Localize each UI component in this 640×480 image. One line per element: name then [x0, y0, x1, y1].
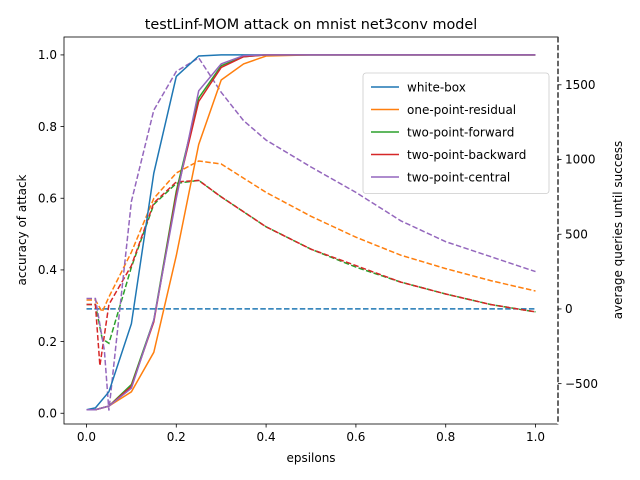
y-right-tick-label: 1500: [565, 78, 596, 92]
legend-label-two-point-backward: two-point-backward: [407, 148, 526, 162]
y-tick-label: 0.2: [38, 335, 57, 349]
x-tick-label: 0.0: [77, 430, 96, 444]
x-tick-label: 0.6: [346, 430, 365, 444]
series-two-point-central-queries-line: [86, 56, 536, 411]
legend-label-two-point-central: two-point-central: [407, 170, 510, 184]
x-tick-label: 1.0: [526, 430, 545, 444]
y-axis-left: 0.0 0.2 0.4 0.6 0.8 1.0: [38, 48, 64, 420]
y-tick-label: 0.0: [38, 406, 57, 420]
y-right-tick-label: −500: [565, 377, 598, 391]
x-tick-label: 0.2: [167, 430, 186, 444]
x-axis-title: epsilons: [286, 451, 335, 465]
legend: white-box one-point-residual two-point-for…: [362, 72, 550, 194]
x-axis: 0.0 0.2 0.4 0.6 0.8 1.0: [77, 424, 545, 444]
series-two-point-central-accuracy-line: [86, 54, 536, 411]
y-right-tick-label: 500: [565, 227, 588, 241]
x-tick-label: 0.4: [257, 430, 276, 444]
y-tick-label: 0.4: [38, 263, 57, 277]
y-tick-label: 0.8: [38, 120, 57, 134]
y-axis-title: accuracy of attack: [15, 174, 29, 285]
legend-label-two-point-forward: two-point-forward: [407, 125, 514, 139]
chart-title: testLinf-MOM attack on mnist net3conv mo…: [145, 17, 478, 33]
y-tick-label: 1.0: [38, 48, 57, 62]
legend-label-white-box: white-box: [407, 80, 466, 94]
y-axis-right-title: average queries until success: [611, 141, 625, 320]
series-one-point-residual-queries-line: [86, 160, 536, 314]
series-two-point-backward-queries-line: [86, 179, 536, 366]
y-tick-label: 0.6: [38, 191, 57, 205]
y-right-tick-label: 1000: [565, 153, 596, 167]
legend-box: [362, 72, 550, 194]
plot-lines: [86, 54, 536, 411]
y-right-tick-label: 0: [565, 302, 573, 316]
y-axis-right: −500 0 500 1000 1500: [557, 37, 598, 424]
x-tick-label: 0.8: [436, 430, 455, 444]
legend-label-one-point-residual: one-point-residual: [407, 103, 516, 117]
